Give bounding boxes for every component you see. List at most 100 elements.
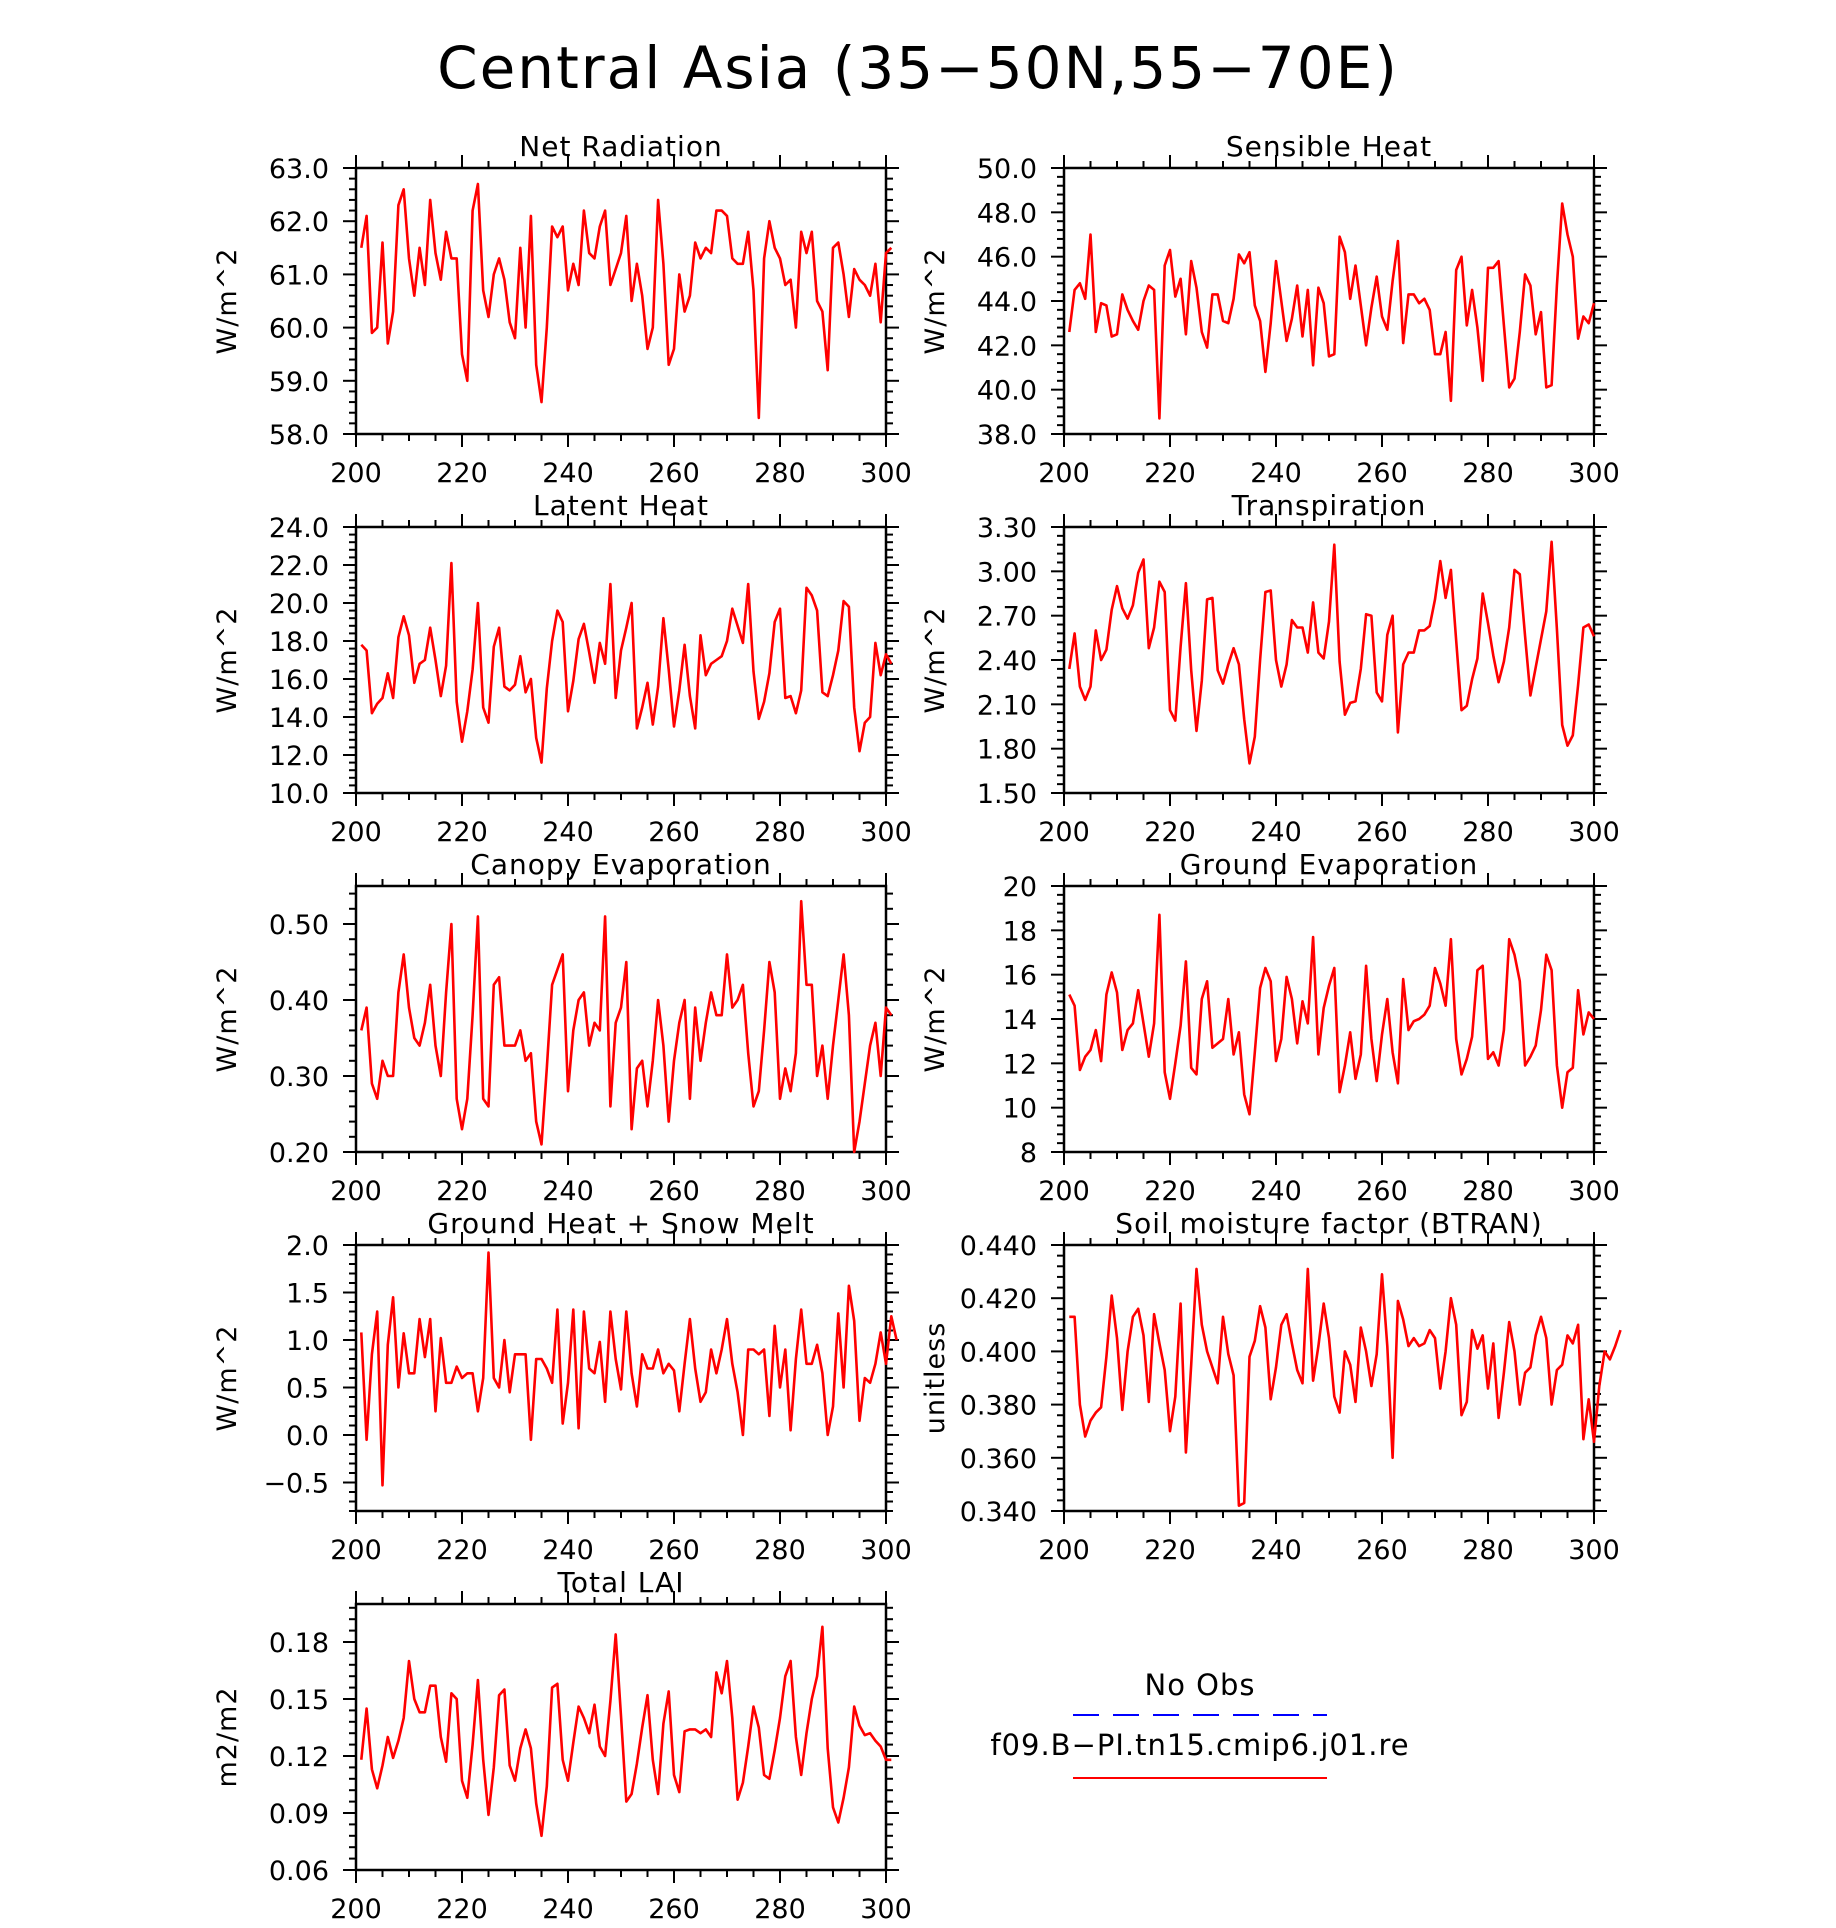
x-tick-label: 260 bbox=[1356, 817, 1408, 848]
x-tick-label: 200 bbox=[330, 817, 382, 848]
panel-4: Transpiration 200 220 240 260 280 300 1.50 1.80 2… bbox=[920, 489, 1620, 848]
x-tick-label: 280 bbox=[754, 458, 806, 489]
x-tick-label: 200 bbox=[330, 458, 382, 489]
x-tick-label: 260 bbox=[648, 1535, 700, 1566]
y-tick-label: 16.0 bbox=[269, 665, 329, 696]
panel-title: Ground Heat + Snow Melt bbox=[427, 1207, 814, 1240]
y-tick-label: 3.30 bbox=[977, 513, 1037, 544]
panel-9: Total LAI 200 220 240 260 280 300 0.06 0.09 0.12 0… bbox=[212, 1566, 912, 1925]
panel-2: Sensible Heat 200 220 240 260 280 300 38.0 40.0 4… bbox=[920, 130, 1620, 489]
y-axis-label: W/m^2 bbox=[212, 248, 243, 355]
panel-6: Ground Evaporation 200 220 240 260 280 300 8 10 1… bbox=[920, 848, 1620, 1207]
x-tick-label: 300 bbox=[1568, 1176, 1620, 1207]
x-tick-label: 300 bbox=[1568, 817, 1620, 848]
panel-title: Canopy Evaporation bbox=[470, 848, 771, 881]
panel-title: Ground Evaporation bbox=[1180, 848, 1479, 881]
series-line bbox=[360, 899, 893, 1154]
panel-3: Latent Heat 200 220 240 260 280 300 10.0 12.0 14.… bbox=[212, 489, 912, 848]
x-tick-label: 240 bbox=[542, 1535, 594, 1566]
panel-title: Net Radiation bbox=[519, 130, 722, 163]
series-line bbox=[1068, 202, 1596, 420]
x-tick-label: 240 bbox=[542, 458, 594, 489]
plot-frame bbox=[354, 166, 888, 436]
y-tick-label: 0.15 bbox=[269, 1685, 329, 1716]
y-tick-label: 0.20 bbox=[269, 1138, 329, 1169]
x-tick-label: 200 bbox=[1038, 817, 1090, 848]
y-tick-label: 50.0 bbox=[977, 154, 1037, 185]
y-tick-label: 24.0 bbox=[269, 513, 329, 544]
x-tick-label: 280 bbox=[1462, 1535, 1514, 1566]
panel-title: Total LAI bbox=[557, 1566, 685, 1599]
y-tick-label: 0.40 bbox=[269, 986, 329, 1017]
x-tick-label: 220 bbox=[436, 458, 488, 489]
x-tick-label: 300 bbox=[860, 1535, 912, 1566]
x-tick-label: 300 bbox=[860, 1176, 912, 1207]
plot-frame bbox=[1062, 1243, 1596, 1513]
y-tick-label: 14.0 bbox=[269, 703, 329, 734]
y-axis-label: unitless bbox=[920, 1322, 951, 1435]
series-line bbox=[360, 182, 893, 420]
y-tick-label: 18.0 bbox=[269, 627, 329, 658]
x-tick-label: 300 bbox=[860, 1894, 912, 1925]
x-tick-label: 200 bbox=[1038, 1176, 1090, 1207]
y-tick-label: 16 bbox=[1003, 961, 1037, 992]
y-axis-label: W/m^2 bbox=[920, 607, 951, 714]
y-tick-label: 0.340 bbox=[960, 1497, 1037, 1528]
x-tick-label: 200 bbox=[330, 1535, 382, 1566]
panel-1: Net Radiation 200 220 240 260 280 300 58.0 59.0 6… bbox=[212, 130, 912, 489]
y-tick-label: 60.0 bbox=[269, 314, 329, 345]
x-tick-label: 220 bbox=[436, 1176, 488, 1207]
series-line bbox=[1069, 1267, 1622, 1507]
x-tick-label: 260 bbox=[648, 458, 700, 489]
x-tick-label: 220 bbox=[1144, 1176, 1196, 1207]
y-tick-label: 2.40 bbox=[977, 646, 1037, 677]
series-line bbox=[1068, 913, 1596, 1116]
y-tick-label: 22.0 bbox=[269, 551, 329, 582]
y-tick-label: 10 bbox=[1003, 1094, 1037, 1125]
y-tick-label: 42.0 bbox=[977, 331, 1037, 362]
x-tick-label: 280 bbox=[754, 817, 806, 848]
y-tick-label: 20 bbox=[1003, 872, 1037, 903]
y-axis-label: W/m^2 bbox=[212, 607, 243, 714]
y-tick-label: 40.0 bbox=[977, 376, 1037, 407]
y-tick-label: 62.0 bbox=[269, 207, 329, 238]
y-tick-label: 0.360 bbox=[960, 1444, 1037, 1475]
y-tick-label: 1.5 bbox=[286, 1279, 329, 1310]
y-tick-label: 0.400 bbox=[960, 1337, 1037, 1368]
y-tick-label: 0.420 bbox=[960, 1284, 1037, 1315]
y-tick-label: 2.70 bbox=[977, 602, 1037, 633]
plot-frame bbox=[354, 884, 888, 1154]
y-tick-label: 0.06 bbox=[269, 1856, 329, 1887]
y-tick-label: 61.0 bbox=[269, 260, 329, 291]
y-tick-label: 14 bbox=[1003, 1005, 1037, 1036]
y-tick-label: 0.50 bbox=[269, 910, 329, 941]
x-tick-label: 260 bbox=[648, 817, 700, 848]
y-axis-label: W/m^2 bbox=[212, 966, 243, 1073]
x-tick-label: 300 bbox=[1568, 458, 1620, 489]
panel-7: Ground Heat + Snow Melt 200 220 240 260 280 30… bbox=[212, 1207, 912, 1566]
y-tick-label: 8 bbox=[1020, 1138, 1037, 1169]
y-axis-label: W/m^2 bbox=[920, 966, 951, 1073]
y-axis-label: W/m^2 bbox=[920, 248, 951, 355]
series-line bbox=[1068, 540, 1596, 765]
panel-title: Sensible Heat bbox=[1226, 130, 1432, 163]
x-tick-label: 200 bbox=[1038, 458, 1090, 489]
x-tick-label: 220 bbox=[436, 1894, 488, 1925]
x-tick-label: 240 bbox=[1250, 458, 1302, 489]
x-tick-label: 300 bbox=[1568, 1535, 1620, 1566]
y-tick-label: 12.0 bbox=[269, 741, 329, 772]
figure-title: Central Asia (35−50N,55−70E) bbox=[437, 34, 1399, 102]
legend-obs-label: No Obs bbox=[1145, 1668, 1256, 1702]
panel-title: Transpiration bbox=[1231, 489, 1427, 522]
y-tick-label: 20.0 bbox=[269, 589, 329, 620]
x-tick-label: 240 bbox=[542, 817, 594, 848]
panel-8: Soil moisture factor (BTRAN) 200 220 240 260… bbox=[920, 1207, 1622, 1566]
y-tick-label: 48.0 bbox=[977, 198, 1037, 229]
y-tick-label: 3.00 bbox=[977, 557, 1037, 588]
series-line bbox=[360, 1625, 892, 1838]
y-tick-label: 0.380 bbox=[960, 1391, 1037, 1422]
x-tick-label: 260 bbox=[1356, 458, 1408, 489]
y-tick-label: 63.0 bbox=[269, 154, 329, 185]
x-tick-label: 260 bbox=[648, 1894, 700, 1925]
x-tick-label: 280 bbox=[1462, 817, 1514, 848]
